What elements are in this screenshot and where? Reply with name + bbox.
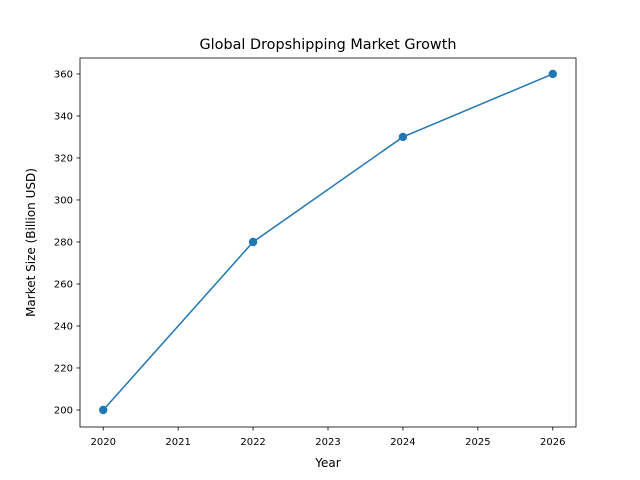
data-point bbox=[548, 69, 557, 79]
y-tick-label: 260 bbox=[54, 280, 73, 291]
x-tick-label: 2023 bbox=[315, 437, 340, 448]
chart-title: Global Dropshipping Market Growth bbox=[200, 37, 457, 53]
y-tick-label: 300 bbox=[54, 196, 73, 207]
x-axis-label: Year bbox=[314, 456, 340, 470]
x-tick-label: 2025 bbox=[465, 437, 490, 448]
y-tick-label: 240 bbox=[54, 322, 73, 333]
data-point bbox=[398, 132, 408, 142]
y-axis-label: Market Size (Billion USD) bbox=[24, 168, 38, 317]
y-tick-label: 340 bbox=[54, 112, 73, 123]
x-tick-label: 2024 bbox=[390, 437, 415, 448]
x-tick-label: 2022 bbox=[240, 437, 265, 448]
data-point bbox=[99, 405, 108, 415]
y-tick-label: 360 bbox=[54, 70, 73, 81]
x-tick-label: 2021 bbox=[165, 437, 190, 448]
series-line bbox=[102, 73, 554, 411]
plot-frame bbox=[79, 57, 577, 428]
y-tick-label: 220 bbox=[54, 364, 73, 375]
x-tick-label: 2026 bbox=[540, 437, 565, 448]
y-tick-label: 280 bbox=[54, 238, 73, 249]
data-point bbox=[248, 237, 258, 247]
y-tick-label: 200 bbox=[54, 406, 73, 417]
x-tick-label: 2020 bbox=[91, 437, 116, 448]
y-tick-label: 320 bbox=[54, 154, 73, 165]
